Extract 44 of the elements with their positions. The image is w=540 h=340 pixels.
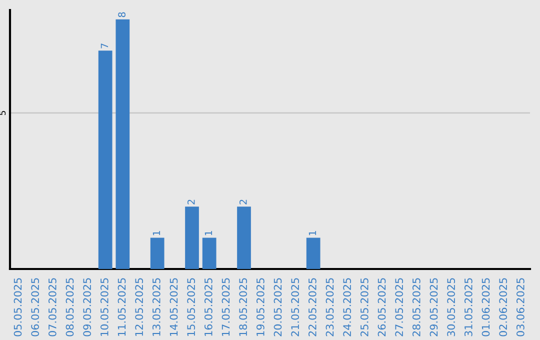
x-tick-label: 20.05.2025 — [274, 278, 282, 336]
bar — [237, 206, 251, 269]
x-tick-label: 11.05.2025 — [118, 278, 126, 336]
data-label: 8 — [118, 12, 126, 18]
data-label: 1 — [204, 230, 212, 236]
bar — [306, 238, 320, 269]
x-tick-label: 23.05.2025 — [326, 278, 334, 336]
bar — [98, 50, 112, 269]
x-tick-label: 17.05.2025 — [222, 278, 230, 336]
x-tick-label: 25.05.2025 — [360, 278, 368, 336]
data-label: 7 — [100, 44, 108, 48]
x-tick-label: 15.05.2025 — [187, 278, 196, 336]
x-tick-label: 18.05.2025 — [239, 278, 248, 336]
x-tick-label: 13.05.2025 — [152, 278, 160, 336]
x-tick-label: 24.05.2025 — [343, 278, 352, 336]
x-tick-label: 06.05.2025 — [31, 278, 40, 336]
data-label: 1 — [308, 230, 316, 236]
x-tick-label: 21.05.2025 — [291, 278, 300, 336]
x-tick-label: 30.05.2025 — [447, 278, 456, 336]
data-label: 2 — [239, 200, 247, 204]
bar — [116, 19, 130, 269]
bar — [185, 206, 199, 269]
x-tick-label: 05.05.2025 — [14, 278, 22, 336]
x-tick-label: 08.05.2025 — [66, 278, 74, 336]
bar — [202, 238, 216, 269]
bar — [150, 238, 164, 269]
x-tick-label: 27.05.2025 — [395, 278, 404, 336]
x-tick-label: 07.05.2025 — [48, 278, 56, 336]
x-tick-label: 14.05.2025 — [170, 278, 178, 336]
x-tick-label: 29.05.2025 — [430, 278, 438, 336]
x-tick-label: 03.06.2025 — [516, 278, 524, 336]
x-tick-label: 02.06.2025 — [499, 278, 508, 336]
x-tick-label: 12.05.2025 — [135, 278, 144, 336]
x-tick-label: 09.05.2025 — [83, 278, 92, 336]
x-tick-label: 31.05.2025 — [464, 278, 472, 336]
x-tick-label: 22.05.2025 — [308, 278, 316, 336]
x-tick-label: 16.05.2025 — [204, 278, 212, 336]
x-tick-label: 19.05.2025 — [256, 278, 264, 336]
x-tick-label: 26.05.2025 — [378, 278, 386, 336]
x-tick-label: 01.06.2025 — [482, 278, 490, 336]
x-tick-label: 28.05.2025 — [412, 278, 420, 336]
x-tick-label: 10.05.2025 — [100, 278, 108, 336]
data-label: 2 — [187, 200, 195, 204]
data-label: 1 — [152, 230, 160, 236]
